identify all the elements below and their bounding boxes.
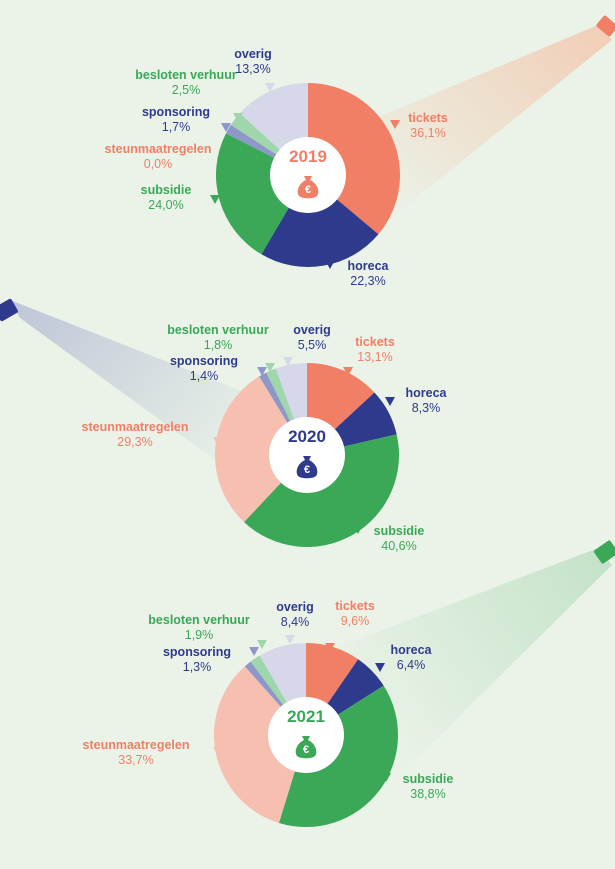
label-pointer-overig: [283, 357, 293, 366]
slice-label-value: 1,4%: [190, 369, 219, 383]
slice-label-name: steunmaatregelen: [105, 142, 212, 156]
slice-label-name: besloten verhuur: [148, 613, 250, 627]
slice-label-value: 8,3%: [412, 401, 441, 415]
beam-2021: [330, 548, 612, 780]
pie-center: [269, 417, 345, 493]
pie-center: [268, 697, 344, 773]
pie-slice-steunmaatregelen: [214, 666, 306, 823]
slice-label-name: horeca: [348, 259, 390, 273]
svg-text:€: €: [304, 464, 310, 476]
slice-label-name: subsidie: [374, 524, 425, 538]
pie-slice-subsidie: [244, 434, 400, 548]
pie-slice-horeca: [261, 175, 379, 267]
label-pointer-besloten-verhuur: [233, 113, 243, 122]
money-bag-icon: €: [297, 176, 319, 199]
slice-label-value: 8,4%: [281, 615, 310, 629]
slice-label-value: 29,3%: [117, 435, 152, 449]
year-label: 2020: [288, 427, 326, 446]
slice-label-value: 5,5%: [298, 338, 327, 352]
slice-label-name: sponsoring: [170, 354, 238, 368]
slice-label-value: 13,1%: [357, 350, 392, 364]
year-label: 2021: [287, 707, 325, 726]
label-pointer-subsidie: [353, 525, 363, 534]
slice-label-name: overig: [293, 323, 331, 337]
slice-label-name: besloten verhuur: [167, 323, 269, 337]
slice-label-value: 22,3%: [350, 274, 385, 288]
slice-label-name: overig: [234, 47, 272, 61]
slice-label-value: 2,5%: [172, 83, 201, 97]
slice-label-name: horeca: [391, 643, 433, 657]
label-pointer-sponsoring: [221, 123, 231, 132]
slice-label-name: besloten verhuur: [135, 68, 237, 82]
year-label: 2019: [289, 147, 327, 166]
label-pointer-horeca: [385, 397, 395, 406]
label-pointer-horeca: [375, 663, 385, 672]
label-pointer-overig: [285, 635, 295, 644]
slice-label-name: subsidie: [403, 772, 454, 786]
slice-label-value: 1,3%: [183, 660, 212, 674]
slice-label-value: 13,3%: [235, 62, 270, 76]
slice-label-name: sponsoring: [142, 105, 210, 119]
slice-label-value: 33,7%: [118, 753, 153, 767]
pie-center: [270, 137, 346, 213]
slice-label-value: 1,9%: [185, 628, 214, 642]
slice-label-name: tickets: [408, 111, 448, 125]
svg-text:€: €: [303, 744, 309, 756]
label-pointer-besloten-verhuur: [257, 640, 267, 649]
money-bag-icon: €: [295, 736, 317, 759]
slice-label-value: 0,0%: [144, 157, 173, 171]
projector-icon: [0, 298, 18, 322]
projector-icon: [596, 15, 615, 37]
pie-slice-subsidie: [278, 685, 398, 827]
label-pointer-steunmaatregelen: [213, 437, 223, 446]
slice-label-value: 1,7%: [162, 120, 191, 134]
pie-slice-steunmaatregelen: [214, 376, 307, 523]
slice-label-value: 1,8%: [204, 338, 233, 352]
slice-label-value: 24,0%: [148, 198, 183, 212]
slice-label-name: steunmaatregelen: [83, 738, 190, 752]
slice-label-name: sponsoring: [163, 645, 231, 659]
slice-label-name: tickets: [335, 599, 375, 613]
slice-label-name: overig: [276, 600, 314, 614]
slice-label-value: 36,1%: [410, 126, 445, 140]
label-pointer-sponsoring: [257, 367, 267, 376]
label-pointer-overig: [265, 83, 275, 92]
label-pointer-horeca: [325, 260, 335, 269]
label-pointer-tickets: [325, 643, 335, 652]
charts-container: 2019€tickets36,1%horeca22,3%subsidie24,0…: [82, 47, 454, 827]
slice-label-name: tickets: [355, 335, 395, 349]
label-pointer-sponsoring: [249, 647, 259, 656]
label-pointer-subsidie: [381, 773, 391, 782]
slice-label-value: 38,8%: [410, 787, 445, 801]
label-pointer-tickets: [390, 120, 400, 129]
label-pointer-steunmaatregelen: [213, 747, 223, 756]
label-pointer-besloten-verhuur: [265, 363, 275, 372]
money-bag-icon: €: [296, 456, 318, 479]
label-pointer-subsidie: [210, 195, 220, 204]
slice-label-value: 6,4%: [397, 658, 426, 672]
slice-label-name: horeca: [406, 386, 448, 400]
pie-slice-tickets: [308, 83, 400, 235]
slice-label-name: subsidie: [141, 183, 192, 197]
slice-label-name: steunmaatregelen: [82, 420, 189, 434]
svg-text:€: €: [305, 184, 311, 196]
label-pointer-tickets: [343, 367, 353, 376]
slice-label-value: 40,6%: [381, 539, 416, 553]
slice-label-value: 9,6%: [341, 614, 370, 628]
projector-icon: [594, 540, 615, 564]
